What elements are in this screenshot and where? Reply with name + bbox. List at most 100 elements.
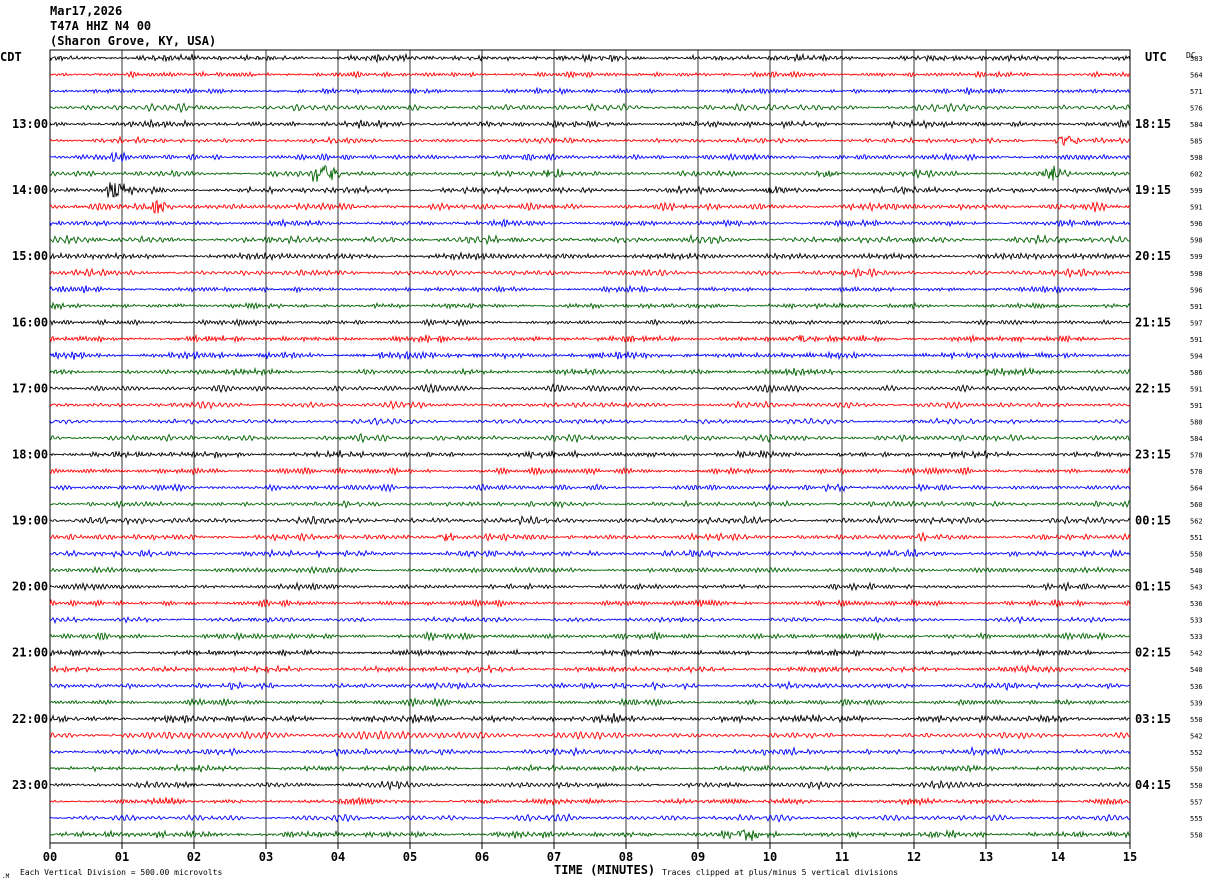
right-hour-label: 18:15	[1135, 117, 1171, 131]
right-hour-label: 00:15	[1135, 514, 1171, 528]
header-location: (Sharon Grove, KY, USA)	[50, 34, 217, 48]
dc-offset-value: 539	[1190, 699, 1203, 707]
dc-offset-value: 602	[1190, 171, 1203, 179]
x-tick-label: 10	[763, 850, 777, 864]
dc-offset-value: 584	[1190, 121, 1203, 129]
dc-offset-value: 584	[1190, 435, 1203, 443]
left-hour-label: 16:00	[12, 315, 48, 329]
seismic-trace-row	[49, 70, 1131, 79]
x-tick-label: 04	[331, 850, 345, 864]
right-hour-label: 01:15	[1135, 580, 1171, 594]
dc-offset-value: 536	[1190, 683, 1203, 691]
dc-offset-value: 550	[1190, 765, 1203, 773]
dc-offset-value: 591	[1190, 204, 1203, 212]
x-tick-label: 03	[259, 850, 273, 864]
dc-offset-value: 552	[1190, 749, 1203, 757]
dc-offset-value: 598	[1190, 270, 1203, 278]
header-station: T47A HHZ N4 00	[50, 19, 152, 33]
right-zone-label: UTC	[1145, 50, 1167, 64]
left-hour-label: 23:00	[12, 778, 48, 792]
seismic-traces	[49, 52, 1131, 842]
seismic-trace-row	[49, 199, 1131, 214]
x-tick-label: 00	[43, 850, 57, 864]
seismic-trace-row	[49, 301, 1131, 311]
dc-offset-value: 591	[1190, 402, 1203, 410]
dc-offset-value: 540	[1190, 567, 1203, 575]
right-hour-label: 03:15	[1135, 712, 1171, 726]
dc-offset-value: 533	[1190, 617, 1203, 625]
seismic-trace-row	[49, 118, 1131, 130]
seismic-trace-row	[49, 318, 1131, 328]
right-hour-label: 04:15	[1135, 778, 1171, 792]
dc-offset-value: 597	[1190, 319, 1203, 327]
seismic-trace-row	[49, 548, 1131, 559]
seismic-trace-row	[49, 449, 1131, 460]
seismic-trace-row	[49, 598, 1131, 609]
seismic-trace-row	[49, 52, 1131, 64]
seismic-trace-row	[49, 399, 1131, 411]
x-tick-label: 09	[691, 850, 705, 864]
seismic-trace-row	[49, 267, 1131, 279]
dc-offset-value: 558	[1190, 831, 1203, 839]
seismic-trace-row	[49, 663, 1131, 675]
left-hour-label: 17:00	[12, 381, 48, 395]
dc-offset-value: 599	[1190, 253, 1203, 261]
dc-offset-value: 551	[1190, 534, 1203, 542]
left-hour-label: 21:00	[12, 646, 48, 660]
dc-offset-value: 564	[1190, 72, 1203, 80]
corner-mark: .M	[2, 873, 10, 880]
seismic-trace-row	[49, 648, 1131, 658]
dc-offset-value: 542	[1190, 732, 1203, 740]
seismic-trace-row	[49, 182, 1131, 198]
x-tick-label: 01	[115, 850, 129, 864]
seismic-trace-row	[49, 581, 1131, 592]
seismic-trace-row	[49, 233, 1131, 246]
dc-offset-value: 580	[1190, 418, 1203, 426]
seismic-trace-row	[49, 713, 1131, 725]
dc-offset-value: 578	[1190, 451, 1203, 459]
dc-offset-value: 564	[1190, 485, 1203, 493]
x-tick-label: 14	[1051, 850, 1065, 864]
left-zone-label: CDT	[0, 50, 22, 64]
x-tick-label: 15	[1123, 850, 1137, 864]
dc-offset-value: 591	[1190, 336, 1203, 344]
dc-offset-value: 562	[1190, 518, 1203, 526]
x-tick-label: 05	[403, 850, 417, 864]
time-grid	[49, 49, 1131, 849]
seismic-trace-row	[49, 466, 1131, 477]
left-hour-label: 13:00	[12, 117, 48, 131]
dc-offset-value: 596	[1190, 220, 1203, 228]
x-tick-label: 06	[475, 850, 489, 864]
dc-offset-value: 550	[1190, 782, 1203, 790]
dc-offset-value: 555	[1190, 815, 1203, 823]
seismic-trace-row	[49, 432, 1131, 444]
dc-offset-value: 550	[1190, 551, 1203, 559]
right-hour-label: 22:15	[1135, 381, 1171, 395]
seismic-trace-row	[49, 565, 1131, 575]
dc-offset-value: 599	[1190, 187, 1203, 195]
seismic-trace-row	[49, 763, 1131, 774]
x-tick-label: 02	[187, 850, 201, 864]
seismic-trace-row	[49, 250, 1131, 262]
dc-offset-value: 591	[1190, 303, 1203, 311]
seismic-trace-row	[49, 514, 1131, 526]
x-tick-label: 13	[979, 850, 993, 864]
seismic-trace-row	[49, 745, 1131, 758]
seismic-trace-row	[49, 697, 1131, 708]
seismic-trace-row	[49, 350, 1131, 361]
dc-offset-value: 557	[1190, 798, 1203, 806]
left-hour-label: 20:00	[12, 580, 48, 594]
seismic-trace-row	[49, 382, 1131, 394]
right-hour-label: 19:15	[1135, 183, 1171, 197]
seismic-trace-row	[49, 796, 1131, 807]
dc-offset-value: 560	[1190, 501, 1203, 509]
seismic-trace-row	[49, 532, 1131, 543]
dc-offset-value: 542	[1190, 650, 1203, 658]
x-tick-label: 12	[907, 850, 921, 864]
seismic-trace-row	[49, 729, 1131, 741]
dc-offset-value: 540	[1190, 666, 1203, 674]
dc-offset-value: 591	[1190, 385, 1203, 393]
dc-offset-value: 533	[1190, 633, 1203, 641]
left-hour-label: 15:00	[12, 249, 48, 263]
